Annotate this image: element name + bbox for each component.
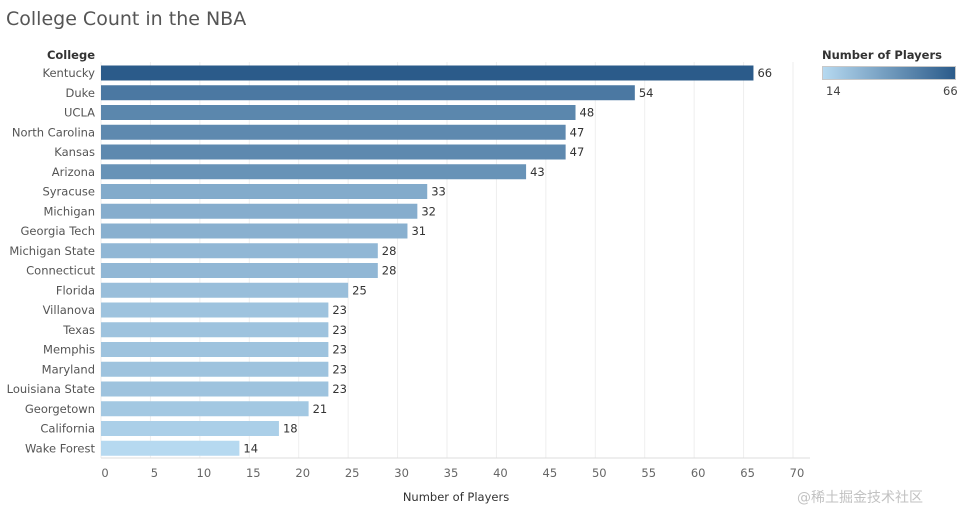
category-label: Texas bbox=[62, 323, 95, 337]
legend-max-label: 66 bbox=[943, 84, 958, 98]
category-label: Syracuse bbox=[42, 185, 95, 199]
category-label: Connecticut bbox=[26, 264, 95, 278]
bar bbox=[101, 223, 408, 239]
x-tick-label: 20 bbox=[295, 466, 310, 480]
x-tick-label: 55 bbox=[641, 466, 656, 480]
value-label: 66 bbox=[757, 66, 772, 80]
value-labels: 66 54 48 47 47 43 33 32 31 28 28 25 23 23 23 23 23 21 18 14 bbox=[243, 66, 772, 455]
category-label: Michigan State bbox=[9, 244, 95, 258]
bar bbox=[101, 144, 566, 160]
gridlines bbox=[100, 62, 810, 459]
category-label: Memphis bbox=[43, 343, 95, 357]
x-tick-label: 70 bbox=[790, 466, 805, 480]
bar bbox=[101, 440, 240, 456]
bar bbox=[101, 401, 309, 417]
x-tick-label: 50 bbox=[592, 466, 607, 480]
value-label: 23 bbox=[332, 362, 347, 376]
bar bbox=[101, 124, 566, 140]
category-label: Kansas bbox=[54, 145, 95, 159]
value-label: 23 bbox=[332, 343, 347, 357]
x-tick-label: 35 bbox=[444, 466, 459, 480]
legend-min-label: 14 bbox=[826, 84, 841, 98]
category-label: Arizona bbox=[52, 165, 95, 179]
value-label: 31 bbox=[411, 224, 426, 238]
category-label: Florida bbox=[56, 283, 95, 297]
category-label: UCLA bbox=[64, 106, 95, 120]
value-label: 18 bbox=[283, 422, 298, 436]
value-label: 54 bbox=[639, 86, 654, 100]
value-label: 43 bbox=[530, 165, 545, 179]
x-tick-label: 15 bbox=[246, 466, 261, 480]
value-label: 14 bbox=[243, 441, 258, 455]
category-label: Duke bbox=[66, 86, 95, 100]
value-label: 33 bbox=[431, 185, 446, 199]
x-tick-label: 25 bbox=[345, 466, 360, 480]
bar bbox=[101, 184, 428, 199]
bar bbox=[101, 263, 378, 278]
category-label: Wake Forest bbox=[25, 441, 95, 455]
bar bbox=[101, 65, 754, 81]
x-tick-label: 60 bbox=[691, 466, 706, 480]
bar bbox=[101, 164, 527, 180]
x-tick-label: 65 bbox=[740, 466, 755, 480]
bar bbox=[101, 203, 418, 219]
x-tick-label: 30 bbox=[394, 466, 409, 480]
category-label: California bbox=[40, 422, 95, 436]
value-label: 47 bbox=[570, 125, 585, 139]
bar bbox=[101, 421, 279, 436]
x-tick-label: 45 bbox=[543, 466, 558, 480]
value-label: 32 bbox=[421, 204, 436, 218]
watermark: @稀土掘金技术社区 bbox=[797, 490, 923, 506]
category-label: Kentucky bbox=[42, 66, 95, 80]
chart-title: College Count in the NBA bbox=[6, 8, 247, 30]
x-tick-label: 5 bbox=[151, 466, 158, 480]
value-label: 25 bbox=[352, 283, 367, 297]
value-label: 23 bbox=[332, 303, 347, 317]
bar bbox=[101, 342, 329, 357]
legend-title: Number of Players bbox=[822, 48, 942, 62]
category-label: Georgia Tech bbox=[20, 224, 95, 238]
bars bbox=[101, 65, 754, 456]
bar bbox=[101, 282, 349, 298]
legend-gradient bbox=[822, 66, 956, 80]
bar bbox=[101, 85, 635, 101]
category-labels: Kentucky Duke UCLA North Carolina Kansas Ariz… bbox=[7, 66, 96, 455]
x-tick-label: 0 bbox=[101, 466, 108, 480]
value-label: 23 bbox=[332, 382, 347, 396]
value-label: 48 bbox=[580, 106, 595, 120]
category-label: Michigan bbox=[43, 204, 95, 218]
x-axis-title: Number of Players bbox=[403, 490, 509, 504]
value-label: 23 bbox=[332, 323, 347, 337]
category-label: Louisiana State bbox=[7, 382, 95, 396]
category-label: Maryland bbox=[42, 362, 95, 376]
category-header: College bbox=[47, 48, 95, 62]
bar bbox=[101, 105, 576, 120]
bar bbox=[101, 302, 329, 318]
bar bbox=[101, 322, 329, 338]
value-label: 28 bbox=[382, 244, 397, 258]
x-tick-labels: 0 5 10 15 20 25 30 35 40 45 50 55 60 65 70 bbox=[101, 466, 804, 480]
value-label: 28 bbox=[382, 264, 397, 278]
category-label: Villanova bbox=[43, 303, 95, 317]
bar bbox=[101, 243, 378, 259]
category-label: Georgetown bbox=[25, 402, 95, 416]
color-legend: Number of Players 14 66 bbox=[822, 48, 962, 98]
x-tick-label: 40 bbox=[493, 466, 508, 480]
value-label: 21 bbox=[313, 402, 328, 416]
bar bbox=[101, 381, 329, 397]
category-label: North Carolina bbox=[12, 125, 95, 139]
value-label: 47 bbox=[570, 145, 585, 159]
x-tick-label: 10 bbox=[197, 466, 212, 480]
bar bbox=[101, 361, 329, 377]
